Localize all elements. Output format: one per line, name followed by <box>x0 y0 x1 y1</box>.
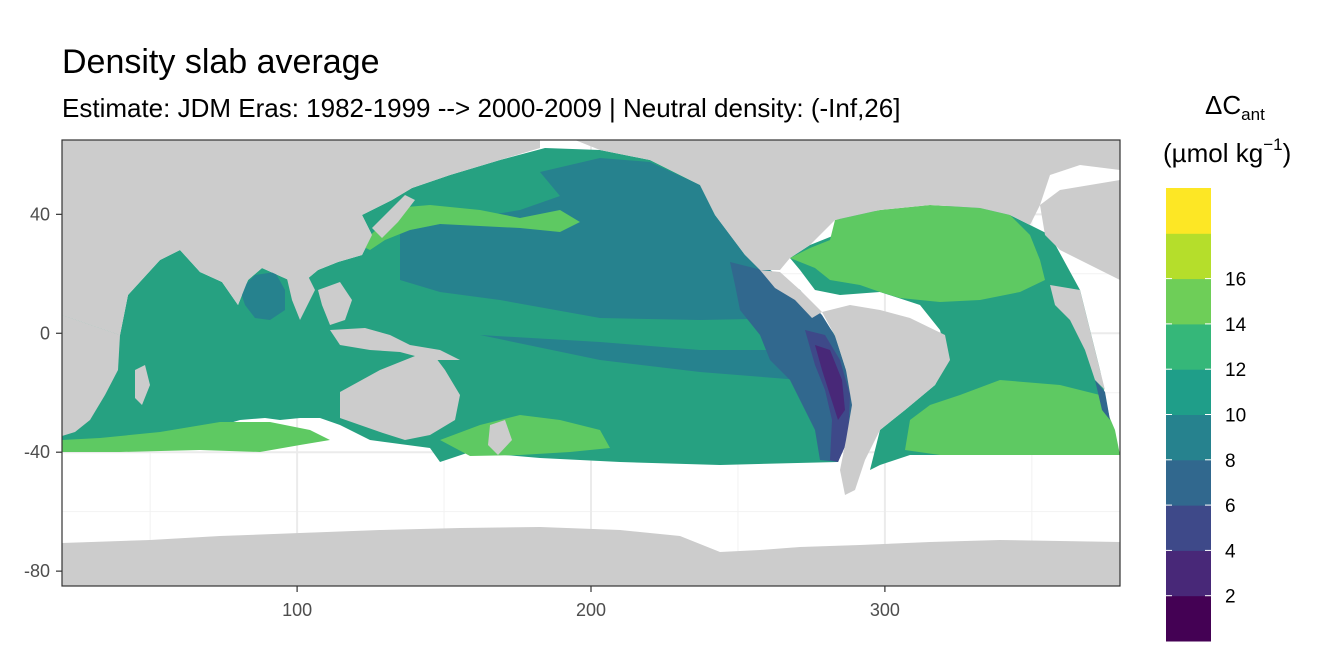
y-tick-label: 40 <box>30 204 50 224</box>
ocean-kuroshio-extension <box>360 205 580 250</box>
land-europe-right <box>1040 180 1120 280</box>
legend-label: 6 <box>1225 496 1236 517</box>
ocean-benguela <box>1095 380 1110 420</box>
chart-subtitle: Estimate: JDM Eras: 1982-1999 --> 2000-2… <box>62 93 901 123</box>
ocean-south-australia <box>440 415 610 456</box>
ocean-arabian-sea <box>240 272 285 320</box>
x-tick-label: 100 <box>282 600 312 620</box>
legend-bin <box>1166 278 1211 325</box>
land-eurasia-africa <box>62 140 540 335</box>
x-axis: 100 200 300 <box>282 586 900 620</box>
land-new-zealand <box>488 420 512 455</box>
x-tick-label: 200 <box>576 600 606 620</box>
land-antarctica <box>62 527 1120 586</box>
legend: ΔCant (µmol kg−1) 2 4 6 8 10 12 14 16 <box>1163 90 1291 642</box>
legend-bin <box>1166 459 1211 506</box>
land-madagascar <box>135 365 150 405</box>
ocean-north-pacific <box>400 158 820 320</box>
land-north-america <box>575 140 1120 270</box>
legend-label: 16 <box>1225 270 1246 291</box>
legend-label: 12 <box>1225 360 1246 381</box>
land-japan <box>372 195 415 238</box>
y-axis: 40 0 -40 -80 <box>24 204 62 581</box>
legend-bin <box>1166 369 1211 415</box>
legend-bin <box>1166 323 1211 370</box>
ocean-southern-band <box>62 422 330 452</box>
legend-bin <box>1166 550 1211 597</box>
legend-bin <box>1166 188 1211 234</box>
legend-unit: (µmol kg−1) <box>1163 135 1291 168</box>
ocean-south-atlantic-band <box>905 380 1120 455</box>
land-australia <box>340 350 460 440</box>
legend-label: 2 <box>1225 587 1236 608</box>
ocean-peru-upwelling <box>805 330 850 462</box>
land-greenland <box>900 140 1010 180</box>
legend-label: 10 <box>1225 406 1246 427</box>
legend-label: 4 <box>1225 541 1236 562</box>
land-central-america <box>760 270 822 318</box>
land-india <box>285 270 315 320</box>
ocean-north-atlantic-gyre <box>790 205 1045 302</box>
land-africa-south <box>62 315 120 436</box>
legend-bin <box>1166 233 1211 280</box>
legend-label: 8 <box>1225 451 1236 472</box>
legend-bin <box>1166 595 1211 642</box>
legend-bin <box>1166 414 1211 461</box>
y-tick-label: -40 <box>24 442 50 462</box>
ocean-peru-core <box>815 345 845 420</box>
ocean-eastern-pacific <box>730 262 855 462</box>
ocean-equatorial-pacific <box>480 335 846 385</box>
x-tick-label: 300 <box>870 600 900 620</box>
land-south-america <box>822 305 950 495</box>
legend-bin <box>1166 505 1211 551</box>
land-africa-west <box>1050 285 1105 390</box>
legend-label: 14 <box>1225 315 1247 336</box>
y-tick-label: 0 <box>40 323 50 343</box>
chart-title: Density slab average <box>62 43 380 81</box>
y-tick-label: -80 <box>24 561 50 581</box>
land-southeast-asia <box>318 282 352 325</box>
map-layer <box>62 140 1120 586</box>
legend-title: ΔCant <box>1205 90 1265 124</box>
